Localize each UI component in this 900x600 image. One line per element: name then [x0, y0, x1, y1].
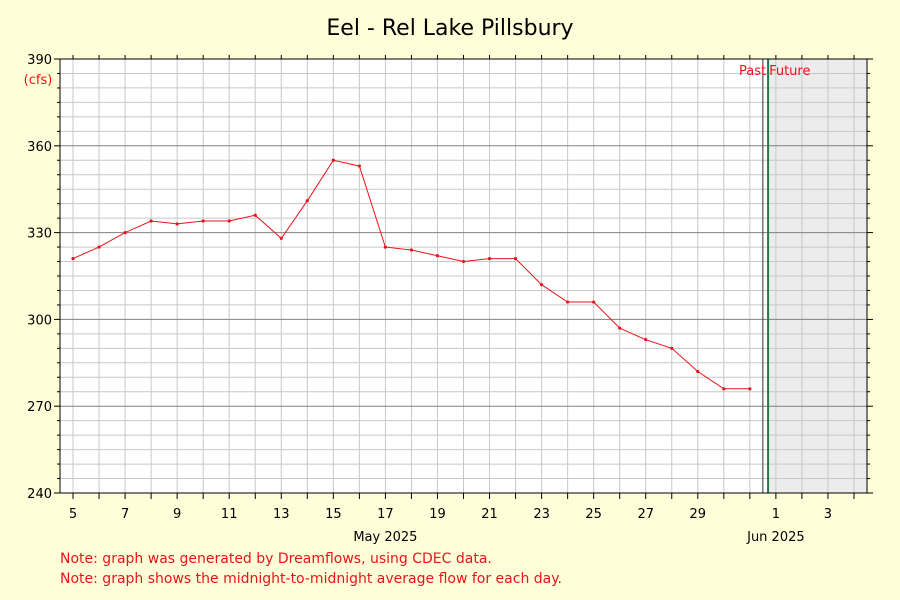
data-point: [331, 158, 335, 162]
data-point: [305, 199, 309, 203]
x-month-label: Jun 2025: [746, 530, 805, 545]
x-tick-label: 15: [325, 507, 342, 522]
data-point: [618, 326, 622, 330]
x-tick-label: 11: [221, 507, 238, 522]
chart-title: Eel - Rel Lake Pillsbury: [326, 16, 573, 41]
data-point: [461, 259, 466, 264]
data-point: [644, 338, 648, 342]
data-point: [227, 219, 231, 223]
y-tick-label: 240: [27, 487, 52, 502]
data-point: [566, 300, 570, 304]
data-point: [123, 231, 127, 235]
x-tick-label: 29: [690, 507, 707, 522]
data-point: [357, 164, 361, 168]
x-tick-label: 1: [772, 507, 780, 522]
x-tick-label: 17: [377, 507, 394, 522]
axis-ticks: [54, 55, 873, 499]
note-source: Note: graph was generated by Dreamflows,…: [60, 551, 492, 567]
x-tick-label: 21: [481, 507, 498, 522]
data-point: [201, 219, 205, 223]
data-point: [670, 346, 674, 350]
y-tick-label: 330: [27, 227, 52, 242]
x-tick-label: 19: [429, 507, 446, 522]
data-point: [748, 387, 752, 391]
x-tick-label: 9: [173, 507, 181, 522]
x-tick-label: 5: [69, 507, 77, 522]
data-point: [149, 219, 153, 223]
y-axis-labels: 240 270 300 330 360 390: [27, 53, 52, 502]
series-layer: [71, 158, 752, 391]
data-point: [175, 222, 179, 226]
x-tick-label: 25: [585, 507, 602, 522]
x-tick-label: 7: [121, 507, 129, 522]
data-point: [383, 245, 388, 249]
data-point: [97, 245, 101, 249]
x-tick-label: 3: [824, 507, 832, 522]
y-tick-label: 390: [27, 53, 52, 68]
x-tick-label: 23: [533, 507, 550, 522]
data-point: [592, 300, 596, 304]
x-tick-label: 27: [637, 507, 654, 522]
data-point: [253, 213, 257, 217]
data-point: [722, 387, 726, 391]
data-point: [279, 236, 283, 240]
data-point: [539, 283, 544, 287]
data-point: [513, 257, 518, 261]
data-point: [487, 257, 492, 261]
y-tick-label: 300: [27, 313, 52, 328]
y-axis-unit: (cfs): [24, 73, 53, 88]
data-point: [409, 248, 414, 252]
future-label: Future: [769, 64, 810, 79]
major-grid: [60, 58, 867, 494]
data-point: [696, 369, 700, 374]
x-month-label: May 2025: [353, 530, 417, 545]
note-average: Note: graph shows the midnight-to-midnig…: [60, 571, 562, 587]
data-point: [435, 254, 440, 258]
y-tick-label: 270: [27, 400, 52, 415]
past-label: Past: [739, 64, 766, 79]
y-tick-label: 360: [27, 140, 52, 155]
x-tick-label: 13: [273, 507, 290, 522]
data-point: [71, 257, 75, 261]
